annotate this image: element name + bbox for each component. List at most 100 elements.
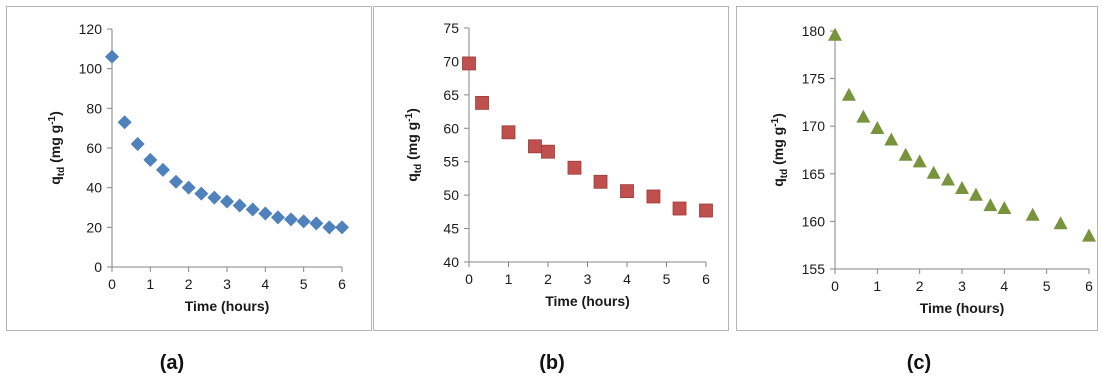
data-point bbox=[258, 206, 273, 221]
y-tick-label: 50 bbox=[443, 187, 459, 203]
x-axis-label: Time (hours) bbox=[545, 293, 630, 309]
data-point bbox=[926, 165, 941, 179]
y-axis-label: qtd (mg g-1) bbox=[404, 108, 424, 182]
y-axis-label-part: td bbox=[56, 167, 67, 176]
data-point bbox=[541, 144, 555, 159]
data-point bbox=[941, 172, 956, 186]
y-tick-label: 45 bbox=[443, 221, 459, 237]
data-point bbox=[296, 214, 311, 229]
data-point bbox=[646, 189, 661, 204]
data-point bbox=[1053, 216, 1068, 230]
y-axis-label-part: q bbox=[404, 173, 420, 182]
y-axis-label-part: ) bbox=[770, 113, 786, 118]
y-axis-label-part: -1 bbox=[404, 112, 415, 121]
y-tick-label: 0 bbox=[94, 259, 102, 275]
data-point bbox=[155, 162, 170, 177]
y-axis-label: qtd (mg g-1) bbox=[47, 111, 67, 185]
data-point bbox=[232, 198, 247, 213]
caption-a: (a) bbox=[159, 352, 185, 374]
data-point bbox=[983, 198, 998, 212]
data-point bbox=[335, 220, 349, 235]
x-tick-label: 1 bbox=[505, 271, 513, 287]
data-point bbox=[567, 160, 582, 175]
y-axis-label-part: ) bbox=[47, 111, 63, 116]
y-tick-label: 75 bbox=[443, 20, 459, 36]
x-tick-label: 3 bbox=[958, 278, 966, 294]
x-tick-label: 5 bbox=[300, 276, 308, 292]
y-tick-label: 100 bbox=[79, 61, 103, 77]
data-point bbox=[856, 109, 871, 123]
y-axis-label-part: (mg g bbox=[404, 122, 420, 164]
y-axis-label-part: q bbox=[47, 176, 63, 185]
data-point bbox=[841, 87, 856, 101]
data-point bbox=[143, 152, 158, 167]
data-point bbox=[828, 27, 842, 41]
y-tick-label: 120 bbox=[79, 21, 103, 37]
x-tick-label: 0 bbox=[108, 276, 116, 292]
x-tick-label: 6 bbox=[338, 276, 346, 292]
y-axis-label: qtd (mg g-1) bbox=[770, 113, 790, 187]
data-point bbox=[1082, 228, 1096, 242]
x-tick-label: 6 bbox=[702, 271, 710, 287]
y-tick-label: 65 bbox=[443, 87, 459, 103]
x-tick-label: 1 bbox=[873, 278, 881, 294]
data-point bbox=[593, 174, 608, 189]
data-point bbox=[117, 115, 132, 130]
y-tick-label: 70 bbox=[443, 53, 459, 69]
y-tick-label: 40 bbox=[443, 254, 459, 270]
data-point bbox=[699, 203, 713, 218]
data-point bbox=[968, 187, 983, 201]
data-point bbox=[284, 212, 299, 227]
data-point bbox=[309, 216, 324, 231]
y-axis-label-part: (mg g bbox=[47, 125, 63, 167]
chart-panel-b: 40 45 50 55 60 65 70 75 0 1 2 3 4 5 6 Time (hours) qtd (… bbox=[373, 6, 729, 331]
y-axis-label-part: ) bbox=[404, 108, 420, 113]
x-tick-label: 3 bbox=[584, 271, 592, 287]
data-point bbox=[870, 121, 885, 135]
y-tick-label: 20 bbox=[86, 219, 102, 235]
x-tick-label: 2 bbox=[544, 271, 552, 287]
x-tick-label: 4 bbox=[1000, 278, 1008, 294]
y-tick-label: 80 bbox=[86, 100, 102, 116]
data-point bbox=[181, 180, 196, 195]
data-point bbox=[1025, 207, 1040, 221]
y-tick-label: 175 bbox=[802, 71, 826, 87]
y-tick-label: 155 bbox=[802, 261, 826, 277]
x-tick-label: 2 bbox=[916, 278, 924, 294]
data-point bbox=[912, 154, 927, 168]
data-point bbox=[475, 95, 489, 110]
y-tick-label: 40 bbox=[86, 180, 102, 196]
x-tick-label: 4 bbox=[261, 276, 269, 292]
data-point bbox=[105, 49, 119, 64]
data-point bbox=[322, 220, 337, 235]
data-point bbox=[169, 174, 184, 189]
y-tick-label: 55 bbox=[443, 154, 459, 170]
x-axis-label: Time (hours) bbox=[185, 298, 270, 314]
x-tick-label: 0 bbox=[831, 278, 839, 294]
data-point bbox=[207, 190, 222, 205]
y-axis-label-part: td bbox=[779, 169, 790, 178]
data-point bbox=[528, 139, 542, 154]
y-tick-label: 165 bbox=[802, 166, 826, 182]
data-point bbox=[898, 147, 913, 161]
x-tick-label: 4 bbox=[623, 271, 631, 287]
data-point bbox=[130, 137, 145, 152]
data-point bbox=[270, 210, 285, 225]
data-point bbox=[194, 186, 209, 201]
caption-c: (c) bbox=[906, 352, 932, 374]
caption-b: (b) bbox=[539, 352, 565, 374]
chart-c: 155 160 165 170 175 180 0 1 2 3 4 5 6 Time (hours) qtd… bbox=[770, 23, 1096, 316]
y-tick-label: 160 bbox=[802, 213, 826, 229]
chart-a: 0 20 40 60 80 100 120 0 1 2 3 4 5 6 Time (hours) qtd (m… bbox=[47, 21, 349, 314]
x-axis-label: Time (hours) bbox=[920, 300, 1005, 316]
x-tick-label: 5 bbox=[1043, 278, 1051, 294]
x-tick-label: 0 bbox=[465, 271, 473, 287]
data-point bbox=[462, 56, 476, 71]
x-tick-label: 1 bbox=[146, 276, 154, 292]
x-tick-label: 5 bbox=[663, 271, 671, 287]
y-tick-label: 170 bbox=[802, 118, 826, 134]
data-point bbox=[884, 132, 899, 146]
chart-panel-c: 155 160 165 170 175 180 0 1 2 3 4 5 6 Time (hours) qtd… bbox=[736, 6, 1098, 331]
x-tick-label: 6 bbox=[1085, 278, 1093, 294]
